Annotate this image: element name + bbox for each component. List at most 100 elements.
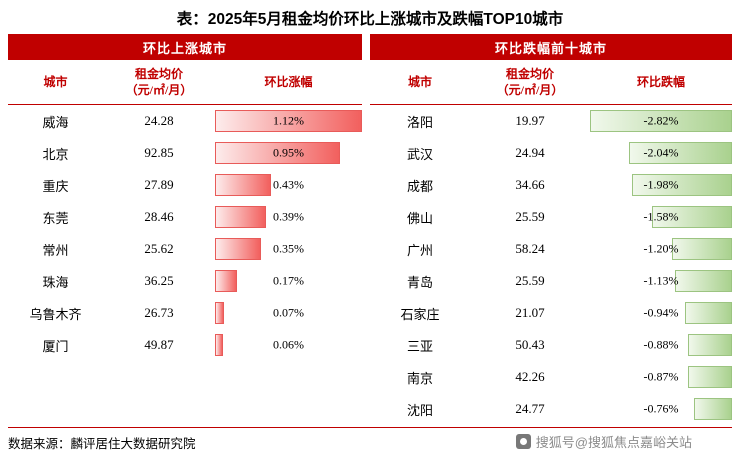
col-header-change: 环比跌幅 [636,74,685,89]
city-cell: 厦门 [42,338,69,354]
price-cell: 34.66 [515,177,545,192]
change-label: -0.87% [643,369,679,384]
change-label: -1.13% [643,273,679,288]
price-cell: 28.46 [144,209,174,224]
change-bar [675,270,732,292]
change-bar [215,174,272,196]
price-cell: 25.59 [515,209,545,224]
price-cell: 42.26 [515,369,545,384]
change-bar [687,334,732,356]
change-cell: -0.87% [590,361,732,393]
change-bar [215,302,225,324]
change-label: 1.12% [273,113,304,128]
change-bar [684,302,732,324]
change-bar [215,238,261,260]
rising-column-headers: 城市 租金均价 （元/㎡/月） 环比涨幅 [8,60,362,105]
price-cell: 24.94 [515,145,545,160]
city-cell: 武汉 [406,146,433,162]
change-cell: 0.17% [215,265,362,297]
change-label: -1.20% [643,241,679,256]
change-label: 0.95% [273,145,304,160]
table-row: 沈阳 24.77 -0.76% [370,393,732,425]
change-cell: -2.82% [590,105,732,137]
city-cell: 南京 [406,370,433,386]
price-cell: 36.25 [144,273,174,288]
table-row: 青岛 25.59 -1.13% [370,265,732,297]
change-cell: -1.20% [590,233,732,265]
change-cell: -0.88% [590,329,732,361]
price-cell: 25.59 [515,273,545,288]
change-cell: -0.76% [590,393,732,425]
change-label: 0.39% [273,209,304,224]
col-header-price-line2: （元/㎡/月） [496,83,564,97]
change-label: -0.88% [643,337,679,352]
change-bar [590,110,732,132]
city-cell: 威海 [42,114,69,130]
table-row: 三亚 50.43 -0.88% [370,329,732,361]
price-cell: 24.28 [144,113,174,128]
change-label: 0.35% [273,241,304,256]
change-cell: -1.13% [590,265,732,297]
change-label: 0.07% [273,305,304,320]
falling-table-body: 洛阳 19.97 -2.82% 武汉 24.94 -2.04% 成都 34.66 -1.98% 佛… [370,105,732,425]
change-label: -0.76% [643,401,679,416]
table-row: 珠海 36.25 0.17% [8,265,362,297]
rising-table-body: 威海 24.28 1.12% 北京 92.85 0.95% 重庆 27.89 0.43% 东莞 28… [8,105,362,361]
change-cell: 0.39% [215,201,362,233]
city-cell: 常州 [42,242,69,258]
price-cell: 24.77 [515,401,545,416]
col-header-price-line1: 租金均价 [134,66,183,81]
price-cell: 21.07 [515,305,545,320]
col-header-price-line1: 租金均价 [505,66,554,81]
change-label: 0.43% [273,177,304,192]
city-cell: 北京 [42,146,69,162]
table-row: 重庆 27.89 0.43% [8,169,362,201]
change-bar [215,270,238,292]
city-cell: 沈阳 [406,402,433,418]
change-bar [215,142,340,164]
table-row: 佛山 25.59 -1.58% [370,201,732,233]
change-label: -0.94% [643,305,679,320]
change-bar [693,398,732,420]
change-bar [688,366,732,388]
city-cell: 重庆 [42,178,69,194]
table-row: 洛阳 19.97 -2.82% [370,105,732,137]
table-row: 厦门 49.87 0.06% [8,329,362,361]
falling-cities-panel: 环比跌幅前十城市 城市 租金均价 （元/㎡/月） 环比跌幅 洛阳 19.97 -2.… [370,34,732,425]
watermark-text: 搜狐号@搜狐焦点嘉峪关站 [535,435,692,450]
price-cell: 49.87 [144,337,174,352]
change-cell: 0.95% [215,137,362,169]
change-label: 0.06% [273,337,304,352]
table-row: 东莞 28.46 0.39% [8,201,362,233]
price-cell: 26.73 [144,305,174,320]
data-source-text: 数据来源：麟评居住大数据研究院 [8,437,196,451]
watermark: 搜狐号@搜狐焦点嘉峪关站 [515,432,692,451]
city-cell: 广州 [406,242,433,258]
change-cell: -1.58% [590,201,732,233]
table-row: 石家庄 21.07 -0.94% [370,297,732,329]
change-bar [629,142,732,164]
col-header-city: 城市 [407,74,432,89]
city-cell: 成都 [406,178,433,194]
change-cell: 0.43% [215,169,362,201]
change-cell: -2.04% [590,137,732,169]
change-bar [671,238,732,260]
price-cell: 19.97 [515,113,545,128]
city-cell: 青岛 [406,274,433,290]
change-cell: -0.94% [590,297,732,329]
change-label: -2.04% [643,145,679,160]
change-bar [215,334,223,356]
city-cell: 石家庄 [400,306,440,322]
change-label: 0.17% [273,273,304,288]
table-row: 广州 58.24 -1.20% [370,233,732,265]
change-bar [215,110,362,132]
rising-cities-panel: 环比上涨城市 城市 租金均价 （元/㎡/月） 环比涨幅 威海 24.28 1.12%… [8,34,362,361]
sohu-logo-icon [515,434,531,449]
price-cell: 92.85 [144,145,174,160]
falling-panel-header: 环比跌幅前十城市 [370,34,732,60]
change-label: -2.82% [643,113,679,128]
change-cell: 1.12% [215,105,362,137]
bottom-divider [8,427,732,428]
table-row: 武汉 24.94 -2.04% [370,137,732,169]
change-cell: 0.35% [215,233,362,265]
